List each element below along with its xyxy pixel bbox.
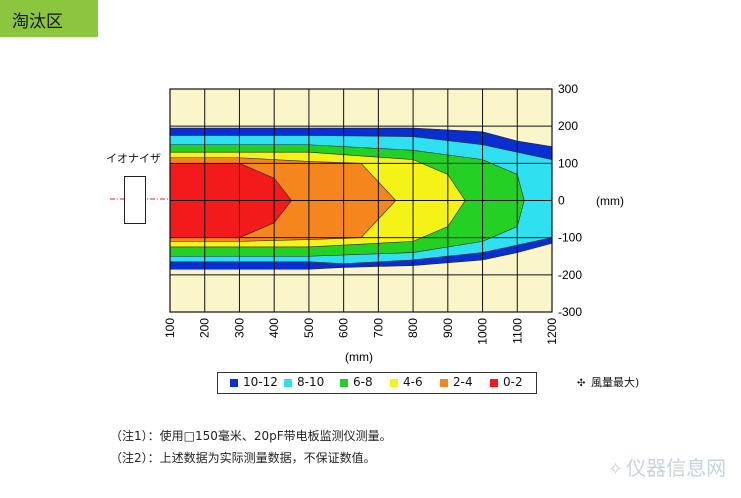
footnote-2: （注2）：上述数据为实际测量数据，不保证数值。 bbox=[110, 451, 376, 465]
watermark-logo-icon: ✧ bbox=[608, 459, 624, 480]
legend-item: 8-10 bbox=[284, 375, 324, 389]
legend-item: 10-12 bbox=[230, 375, 278, 389]
x-tick-label: 200 bbox=[198, 318, 212, 338]
y-axis-label: (mm) bbox=[596, 194, 624, 208]
wind-note-text: 風量最大) bbox=[591, 376, 640, 389]
y-tick-label: 0 bbox=[558, 194, 565, 208]
section-tab: 淘汰区 bbox=[0, 0, 98, 37]
x-tick-label: 1100 bbox=[510, 318, 524, 344]
x-axis-label: (mm) bbox=[345, 350, 373, 364]
legend-swatch bbox=[284, 378, 292, 387]
x-tick-label: 500 bbox=[302, 318, 316, 338]
legend: 10-12 8-10 6-8 4-6 2-4 0-2 bbox=[217, 372, 537, 394]
legend-swatch bbox=[340, 378, 348, 387]
y-tick-label: 300 bbox=[558, 82, 578, 96]
y-tick-label: -200 bbox=[558, 268, 582, 282]
legend-item: 0-2 bbox=[490, 375, 523, 389]
x-tick-labels: 100 200 300 400 500 600 700 800 900 1000 1100 1200 bbox=[163, 318, 559, 345]
grid-lines bbox=[170, 89, 552, 312]
fan-icon: ✣ bbox=[577, 378, 586, 389]
x-tick-label: 300 bbox=[232, 318, 246, 338]
x-tick-label: 800 bbox=[406, 318, 420, 338]
y-tick-label: -300 bbox=[558, 305, 582, 319]
y-tick-labels: 300 200 100 0 -100 -200 -300 bbox=[558, 82, 582, 319]
legend-item: 6-8 bbox=[340, 375, 373, 389]
footnote-1: （注1）：使用□150毫米、20pF带电板监测仪测量。 bbox=[110, 429, 392, 443]
legend-swatch bbox=[440, 378, 448, 387]
x-tick-label: 600 bbox=[337, 318, 351, 338]
x-tick-label: 900 bbox=[441, 318, 455, 338]
plot-frame bbox=[169, 88, 553, 313]
wind-note: ✣ 風量最大) bbox=[577, 374, 639, 390]
y-tick-label: 100 bbox=[558, 156, 578, 170]
x-tick-label: 1200 bbox=[545, 318, 559, 345]
legend-swatch bbox=[230, 378, 238, 387]
y-tick-label: -100 bbox=[558, 231, 582, 245]
watermark: ✧ 仪器信息网 bbox=[608, 456, 727, 480]
x-tick-label: 700 bbox=[371, 318, 385, 338]
x-tick-label: 400 bbox=[267, 318, 281, 338]
x-tick-label: 100 bbox=[163, 318, 177, 338]
legend-swatch bbox=[490, 378, 498, 387]
section-title: 淘汰区 bbox=[12, 12, 63, 32]
legend-item: 4-6 bbox=[390, 375, 423, 389]
y-tick-label: 200 bbox=[558, 119, 578, 133]
ionizer-label: イオナイザ bbox=[106, 152, 161, 165]
x-tick-label: 1000 bbox=[476, 318, 490, 345]
contour-bands bbox=[169, 127, 553, 270]
ionizer-device bbox=[124, 176, 146, 224]
legend-item: 2-4 bbox=[440, 375, 473, 389]
legend-swatch bbox=[390, 378, 398, 387]
